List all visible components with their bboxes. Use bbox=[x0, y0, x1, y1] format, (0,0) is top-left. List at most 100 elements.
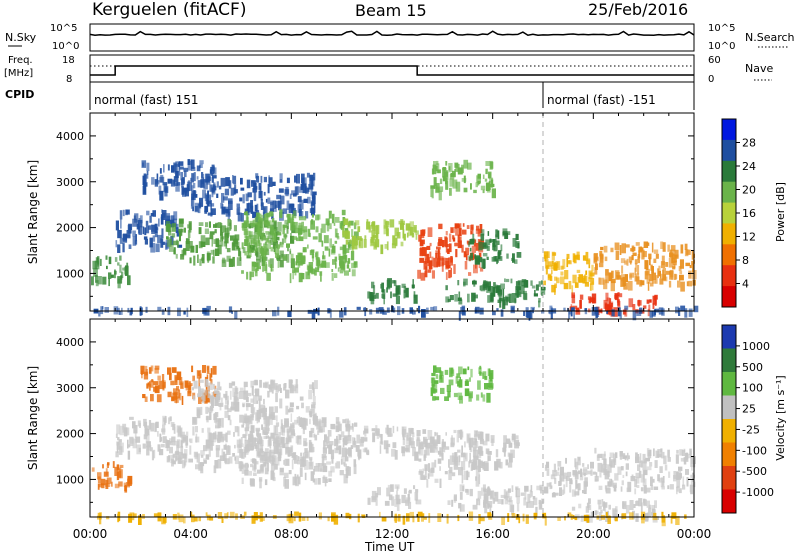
data-cell bbox=[625, 504, 630, 514]
data-cell bbox=[658, 265, 661, 274]
data-cell bbox=[214, 412, 219, 418]
data-cell bbox=[628, 256, 633, 263]
data-cell bbox=[208, 432, 212, 442]
data-cell bbox=[463, 281, 466, 287]
data-cell bbox=[644, 271, 649, 280]
data-cell bbox=[523, 310, 526, 316]
data-cell bbox=[371, 281, 375, 289]
data-cell bbox=[604, 485, 610, 490]
data-cell bbox=[310, 427, 315, 433]
data-cell bbox=[487, 512, 492, 518]
data-cell bbox=[500, 309, 504, 317]
data-cell bbox=[623, 282, 628, 290]
data-cell bbox=[679, 449, 683, 456]
data-cell bbox=[193, 516, 198, 522]
data-cell bbox=[309, 384, 313, 389]
data-cell bbox=[294, 511, 299, 516]
data-cell bbox=[281, 253, 283, 258]
data-cell bbox=[287, 247, 289, 252]
data-cell bbox=[559, 474, 565, 482]
data-cell bbox=[173, 176, 179, 183]
data-cell bbox=[258, 412, 263, 418]
data-cell bbox=[117, 513, 120, 523]
data-cell bbox=[566, 253, 570, 259]
data-cell bbox=[288, 513, 294, 524]
data-cell bbox=[135, 436, 141, 443]
data-cell bbox=[275, 200, 280, 208]
data-cell bbox=[509, 440, 511, 447]
data-cell bbox=[460, 307, 465, 314]
time-tick-label: 16:00 bbox=[475, 527, 510, 541]
data-cell bbox=[121, 271, 124, 278]
data-cell bbox=[247, 392, 252, 397]
data-cell bbox=[175, 184, 180, 192]
data-cell bbox=[692, 262, 694, 273]
data-cell bbox=[489, 183, 495, 187]
data-cell bbox=[227, 415, 231, 421]
data-cell bbox=[298, 231, 301, 238]
data-cell bbox=[210, 203, 215, 207]
data-cell bbox=[353, 464, 357, 475]
data-cell bbox=[219, 386, 222, 391]
y-tick-label: 2000 bbox=[56, 428, 84, 441]
time-tick-label: 00:00 bbox=[73, 527, 108, 541]
data-cell bbox=[203, 179, 208, 190]
data-cell bbox=[244, 211, 247, 216]
data-cell bbox=[192, 395, 196, 401]
data-cell bbox=[650, 485, 654, 490]
data-cell bbox=[359, 438, 364, 447]
data-cell bbox=[614, 270, 620, 280]
data-cell bbox=[252, 249, 257, 253]
data-cell bbox=[425, 442, 430, 449]
data-cell bbox=[154, 368, 159, 374]
data-cell bbox=[566, 257, 569, 268]
data-cell bbox=[251, 261, 256, 272]
data-cell bbox=[188, 159, 193, 165]
data-cell bbox=[487, 231, 490, 236]
data-cell bbox=[392, 307, 396, 313]
data-cell bbox=[257, 223, 260, 230]
data-cell bbox=[342, 244, 347, 254]
data-cell bbox=[476, 498, 479, 506]
data-cell bbox=[408, 427, 413, 433]
data-cell bbox=[248, 202, 252, 213]
data-cell bbox=[208, 221, 211, 228]
data-cell bbox=[511, 433, 516, 440]
data-cell bbox=[431, 168, 434, 175]
data-cell bbox=[320, 228, 323, 233]
data-cell bbox=[269, 444, 272, 449]
data-cell bbox=[688, 308, 693, 317]
data-cell bbox=[240, 177, 243, 185]
data-cell bbox=[445, 231, 448, 236]
data-cell bbox=[200, 462, 205, 467]
data-cell bbox=[151, 225, 156, 234]
data-cell bbox=[201, 257, 204, 261]
data-cell bbox=[395, 288, 399, 296]
data-cell bbox=[635, 513, 639, 522]
data-cell bbox=[431, 188, 434, 199]
data-cell bbox=[303, 226, 308, 233]
figure-title: Kerguelen (fitACF) bbox=[92, 0, 246, 20]
data-cell bbox=[216, 193, 219, 198]
data-cell bbox=[212, 189, 216, 195]
data-cell bbox=[167, 367, 172, 375]
data-cell bbox=[557, 467, 560, 471]
data-cell bbox=[182, 188, 187, 197]
data-cell bbox=[606, 297, 610, 307]
data-cell bbox=[246, 179, 251, 189]
data-cell bbox=[426, 479, 429, 488]
data-cell bbox=[648, 304, 651, 312]
data-cell bbox=[180, 446, 184, 456]
data-cell bbox=[127, 450, 131, 460]
data-cell bbox=[457, 381, 460, 387]
data-cell bbox=[492, 497, 495, 504]
data-cell bbox=[199, 197, 204, 207]
data-cell bbox=[190, 245, 195, 253]
data-cell bbox=[313, 433, 316, 438]
data-cell bbox=[491, 188, 496, 199]
data-cell bbox=[653, 249, 659, 254]
data-cell bbox=[252, 395, 258, 404]
data-cell bbox=[180, 440, 183, 448]
data-cell bbox=[191, 193, 195, 200]
data-cell bbox=[207, 432, 210, 442]
